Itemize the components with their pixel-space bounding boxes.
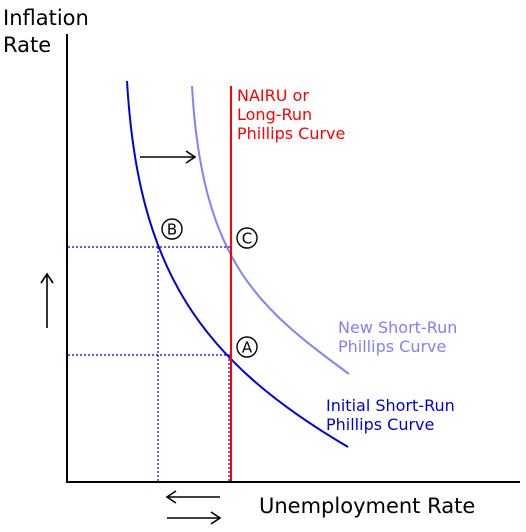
- x-axis-label: Unemployment Rate: [259, 494, 475, 518]
- point-c: C: [236, 227, 258, 249]
- point-a: A: [236, 336, 258, 358]
- point-b-label: B: [167, 221, 177, 239]
- point-b-circle: [161, 218, 183, 240]
- new-short-run-phillips-curve: [191, 85, 350, 375]
- point-c-label: C: [242, 230, 252, 248]
- new-short-run-label-line1: New Short-Run: [338, 318, 457, 337]
- new-short-run-label-line2: Phillips Curve: [338, 337, 446, 356]
- unemployment-left-arrow-icon: [165, 490, 220, 504]
- y-axis-label-line2: Rate: [3, 33, 51, 57]
- point-a-circle: [236, 336, 258, 358]
- initial-short-run-phillips-curve: [126, 80, 349, 448]
- new-short-run-label: New Short-Run Phillips Curve: [338, 318, 462, 356]
- y-axis-label-line1: Inflation: [3, 6, 89, 30]
- nairu-label: NAIRU or Long-Run Phillips Curve: [237, 86, 345, 143]
- shift-right-arrow-icon: [140, 150, 197, 164]
- initial-short-run-label: Initial Short-Run Phillips Curve: [326, 396, 460, 434]
- point-b: B: [161, 218, 183, 240]
- initial-short-run-label-line1: Initial Short-Run: [326, 396, 455, 415]
- point-a-label: A: [242, 339, 253, 357]
- nairu-label-line3: Phillips Curve: [237, 124, 345, 143]
- inflation-up-arrow-icon: [40, 272, 54, 328]
- point-c-circle: [236, 227, 258, 249]
- nairu-label-line2: Long-Run: [237, 105, 312, 124]
- unemployment-right-arrow-icon: [167, 511, 222, 525]
- nairu-label-line1: NAIRU or: [237, 86, 309, 105]
- guide-lines: [68, 246, 231, 481]
- initial-short-run-label-line2: Phillips Curve: [326, 415, 434, 434]
